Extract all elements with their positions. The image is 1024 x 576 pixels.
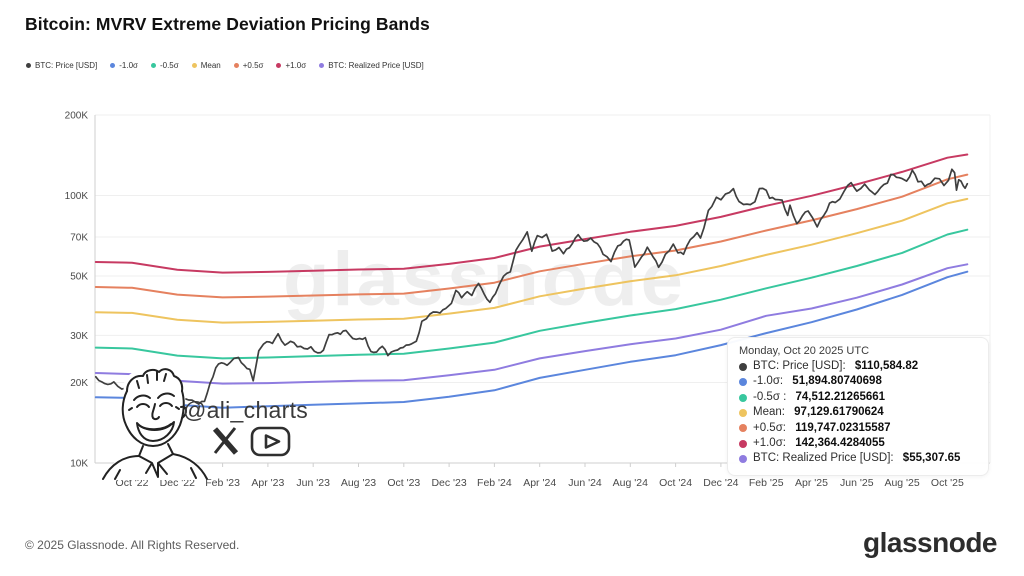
x-tick-label: Feb '25 (749, 477, 784, 489)
x-tick-label: Aug '24 (613, 477, 648, 489)
legend-dot-icon (276, 63, 282, 68)
y-tick-label: 30K (70, 331, 88, 342)
legend-item[interactable]: BTC: Realized Price [USD] (319, 61, 424, 70)
tooltip-row: -1.0σ: 51,894.80740698 (739, 374, 977, 389)
tooltip-row: -0.5σ : 74,512.21265661 (739, 390, 977, 405)
tooltip-row: BTC: Realized Price [USD]: $55,307.65 (739, 451, 977, 466)
tooltip-row: +1.0σ: 142,364.4284055 (739, 436, 977, 451)
tooltip-dot-icon (739, 408, 747, 417)
x-tick-label: Aug '25 (884, 477, 919, 489)
tooltip-dot-icon (739, 424, 747, 433)
x-tick-label: Oct '23 (387, 477, 420, 489)
tooltip-label: +1.0σ: (753, 437, 786, 450)
series-line-0-5 (94, 173, 969, 299)
tooltip-dot-icon (739, 393, 747, 402)
x-tick-label: Jun '24 (568, 477, 602, 489)
y-tick-label: 70K (70, 232, 88, 243)
tooltip-label: BTC: Price [USD]: (753, 360, 846, 372)
page-title: Bitcoin: MVRV Extreme Deviation Pricing … (25, 14, 430, 34)
legend-item[interactable]: BTC: Price [USD] (26, 61, 97, 70)
legend-label: +1.0σ (285, 61, 307, 70)
legend-item[interactable]: Mean (191, 61, 221, 70)
series-line-btc-price-usd (94, 168, 969, 411)
legend-label: -1.0σ (119, 61, 138, 70)
legend-item[interactable]: +0.5σ (233, 61, 264, 70)
tooltip-date: Monday, Oct 20 2025 UTC (739, 345, 870, 357)
tooltip-value: 97,129.61790624 (790, 406, 884, 419)
legend-dot-icon (110, 63, 116, 68)
glassnode-watermark: glassnode (283, 237, 686, 322)
tooltip-label: -1.0σ: (753, 375, 784, 388)
legend-dot-icon (191, 63, 197, 68)
y-tick-label: 20K (70, 378, 88, 389)
x-tick-label: Dec '24 (703, 477, 738, 489)
x-tick-label: Aug '23 (341, 477, 376, 489)
legend-label: +0.5σ (242, 61, 264, 70)
tooltip-value: 142,364.4284055 (792, 437, 885, 450)
series-line-1-0 (94, 270, 969, 409)
legend-dot-icon (150, 63, 156, 68)
tooltip: Monday, Oct 20 2025 UTC BTC: Price [USD]… (727, 337, 989, 476)
legend-label: BTC: Realized Price [USD] (328, 61, 424, 70)
x-tick-label: Apr '23 (251, 477, 284, 489)
tooltip-label: BTC: Realized Price [USD]: (753, 452, 894, 465)
glassnode-logo: glassnode (863, 527, 997, 558)
legend-dot-icon (26, 63, 31, 68)
copyright-text: © 2025 Glassnode. All Rights Reserved. (25, 538, 240, 552)
tooltip-dot-icon (739, 439, 747, 448)
y-tick-label: 200K (65, 111, 89, 122)
legend-label: -0.5σ (159, 61, 179, 70)
legend-label: BTC: Price [USD] (35, 61, 98, 70)
x-tick-label: Dec '23 (431, 477, 466, 489)
tooltip-dot-icon (739, 378, 747, 387)
legend-dot-icon (233, 63, 239, 68)
x-tick-label: Apr '25 (795, 477, 828, 489)
tooltip-row: +0.5σ: 119,747.02315587 (739, 421, 977, 436)
x-tick-label: Feb '23 (205, 477, 240, 489)
legend-dot-icon (319, 63, 325, 68)
x-tick-label: Oct '25 (931, 477, 964, 489)
tooltip-label: -0.5σ : (753, 390, 787, 403)
legend-item[interactable]: -1.0σ (110, 61, 138, 70)
tooltip-value: $55,307.65 (899, 452, 961, 465)
legend-item[interactable]: -0.5σ (150, 61, 179, 70)
tooltip-dot-icon (739, 362, 747, 371)
x-tick-label: Oct '24 (659, 477, 692, 489)
legend: BTC: Price [USD] -1.0σ -0.5σ Mean +0.5σ +1.0σ… (26, 61, 424, 70)
series-line-1-0 (94, 153, 969, 274)
tooltip-label: Mean: (753, 406, 785, 419)
legend-item[interactable]: +1.0σ (276, 61, 306, 70)
y-tick-label: 50K (70, 272, 88, 283)
y-tick-label: 100K (65, 191, 89, 202)
tooltip-label: +0.5σ: (753, 421, 786, 434)
tooltip-dot-icon (739, 455, 747, 464)
series-line-mean (94, 197, 969, 324)
tooltip-value: $110,584.82 (851, 360, 919, 372)
tooltip-row: Mean: 97,129.61790624 (739, 405, 977, 420)
x-tick-label: Jun '25 (840, 477, 874, 489)
tooltip-row: BTC: Price [USD]: $110,584.82 (739, 359, 977, 374)
x-tick-label: Feb '24 (477, 477, 512, 489)
x-tick-label: Apr '24 (523, 477, 556, 489)
x-tick-label: Oct '22 (116, 477, 149, 489)
legend-label: Mean (200, 61, 221, 70)
x-tick-label: Jun '23 (296, 477, 330, 489)
x-tick-label: Dec '22 (160, 477, 195, 489)
y-tick-label: 10K (70, 459, 88, 470)
tooltip-rows: BTC: Price [USD]: $110,584.82 -1.0σ: 51,8… (739, 359, 977, 467)
series-line-btc-realized-price-usd (94, 263, 969, 385)
tooltip-value: 51,894.80740698 (789, 375, 882, 388)
tooltip-value: 74,512.21265661 (792, 390, 886, 403)
tooltip-value: 119,747.02315587 (792, 421, 891, 434)
author-handle: @ali_charts (183, 397, 309, 423)
